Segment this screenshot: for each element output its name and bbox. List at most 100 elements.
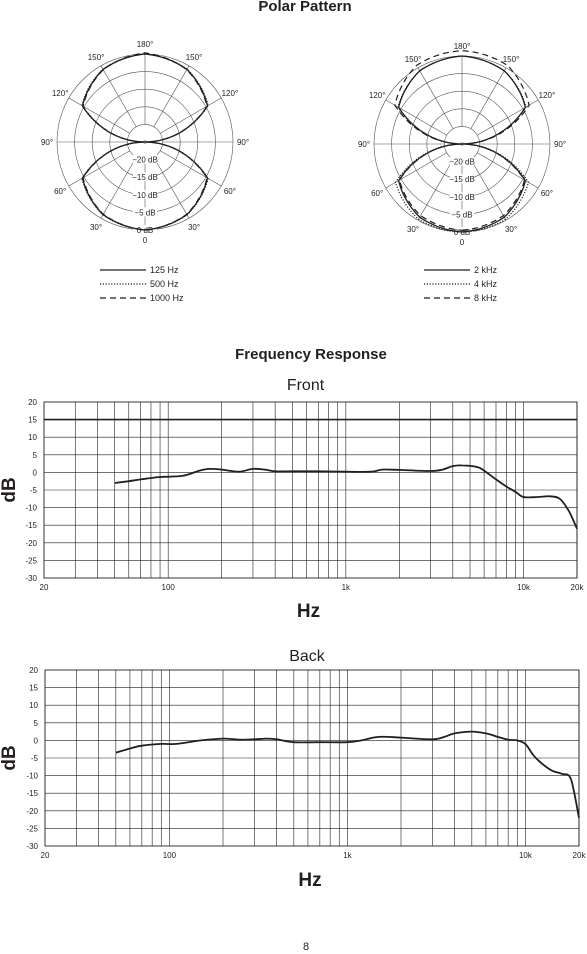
polar-spoke — [470, 159, 507, 221]
polar-spoke — [160, 150, 222, 187]
y-tick-label: 20 — [29, 666, 38, 675]
chart-title: Front — [287, 377, 325, 394]
y-tick-label: 0 — [33, 468, 38, 477]
polar-ring-label-bg — [450, 209, 474, 219]
y-tick-label: 20 — [28, 398, 37, 407]
polar-ring-label: −15 dB — [449, 175, 475, 184]
polar-series-dotted — [394, 55, 530, 233]
y-tick-label: -30 — [25, 574, 37, 583]
legend-label: 2 kHz — [474, 265, 498, 275]
y-tick-label: 5 — [34, 719, 39, 728]
x-tick-label: 10k — [517, 583, 531, 592]
y-tick-label: 15 — [28, 416, 37, 425]
y-tick-label: -15 — [25, 521, 37, 530]
polar-angle-label: 120° — [539, 91, 556, 100]
polar-angle-label: 120° — [222, 89, 239, 98]
polar-spoke — [153, 157, 190, 219]
polar-ring-label: −15 dB — [132, 173, 158, 182]
legend-label: 125 Hz — [150, 265, 179, 275]
x-tick-label: 20 — [41, 851, 50, 860]
x-tick-label: 100 — [163, 851, 177, 860]
polar-angle-label: 90° — [237, 138, 249, 147]
y-tick-label: 15 — [29, 684, 38, 693]
polar-angle-label: 0 — [460, 238, 465, 247]
polar-angle-label: 90° — [358, 140, 370, 149]
y-tick-label: -25 — [25, 556, 37, 565]
polar-series-dotted — [81, 53, 209, 231]
polar-angle-label: 30° — [407, 225, 419, 234]
polar-angle-label: 60° — [541, 189, 553, 198]
polar-series-dashed — [82, 52, 208, 231]
y-tick-label: -15 — [26, 789, 38, 798]
y-tick-label: 0 — [34, 736, 39, 745]
polar-chart-high-frequencies: 030°60°90°120°150°180°150°120°90°60°30° 0… — [358, 42, 566, 247]
polar-series-solid — [397, 55, 527, 233]
response-curve — [114, 464, 578, 530]
polar-ring-label-bg — [450, 191, 474, 201]
polar-angle-label: 30° — [505, 225, 517, 234]
x-tick-label: 20 — [40, 583, 49, 592]
legend-label: 4 kHz — [474, 279, 498, 289]
polar-angle-label: 60° — [224, 187, 236, 196]
x-tick-label: 10k — [519, 851, 533, 860]
y-tick-label: -25 — [26, 824, 38, 833]
y-tick-label: -5 — [30, 486, 38, 495]
page-number: 8 — [303, 941, 309, 953]
polar-angle-label: 120° — [52, 89, 69, 98]
legend-label: 500 Hz — [150, 279, 179, 289]
polar-spoke — [477, 152, 539, 189]
polar-spoke — [153, 65, 190, 127]
polar-angle-label: 0 — [143, 236, 148, 245]
polar-angle-label: 120° — [369, 91, 386, 100]
polar-angle-label: 180° — [137, 40, 154, 49]
polar-angle-label: 60° — [54, 187, 66, 196]
polar-ring-label-bg — [450, 156, 474, 166]
y-tick-label: -10 — [26, 772, 38, 781]
polar-ring-label: −10 dB — [449, 193, 475, 202]
x-axis-label: Hz — [297, 601, 320, 622]
y-tick-label: -10 — [25, 504, 37, 513]
response-curve — [115, 730, 580, 818]
y-tick-label: 5 — [33, 451, 38, 460]
polar-ring-label-bg — [133, 172, 157, 182]
y-axis-label: dB — [0, 477, 20, 502]
polar-spoke — [417, 67, 454, 129]
polar-spoke — [417, 159, 454, 221]
y-tick-label: 10 — [29, 701, 38, 710]
y-tick-label: -30 — [26, 842, 38, 851]
polar-angle-label: 150° — [88, 53, 105, 62]
y-tick-label: -20 — [25, 539, 37, 548]
polar-spoke — [470, 67, 507, 129]
polar-angle-label: 150° — [503, 55, 520, 64]
chart-title: Back — [289, 648, 326, 665]
polar-ring-label-bg — [133, 154, 157, 164]
polar-spoke — [68, 97, 130, 134]
polar-angle-label: 30° — [90, 223, 102, 232]
plot-frame — [43, 401, 578, 579]
polar-ring-label: −5 dB — [134, 208, 155, 217]
polar-ring-label-bg — [133, 207, 157, 217]
frequency-response-heading: Frequency Response — [235, 346, 387, 363]
x-tick-label: 1k — [343, 851, 352, 860]
polar-ring-label-bg — [450, 174, 474, 184]
polar-ring-label: −20 dB — [449, 158, 475, 167]
polar-angle-label: 90° — [41, 138, 53, 147]
polar-ring-label: −5 dB — [451, 210, 472, 219]
y-tick-label: 10 — [28, 433, 37, 442]
polar-angle-label: 90° — [554, 140, 566, 149]
y-tick-label: -20 — [26, 807, 38, 816]
polar-angle-label: 150° — [186, 53, 203, 62]
x-tick-label: 1k — [342, 583, 351, 592]
polar-angle-label: 60° — [371, 189, 383, 198]
x-axis-label: Hz — [298, 870, 321, 891]
polar-ring-label: −20 dB — [132, 156, 158, 165]
legend-label: 1000 Hz — [150, 293, 184, 303]
polar-angle-label: 180° — [454, 42, 471, 51]
polar-spoke — [385, 152, 447, 189]
polar-legend-high-frequencies: 2 kHz 4 kHz 8 kHz — [424, 265, 498, 303]
polar-spoke — [160, 97, 222, 134]
polar-chart-low-frequencies: 030°60°90°120°150°180°150°120°90°60°30° 0… — [41, 40, 249, 245]
